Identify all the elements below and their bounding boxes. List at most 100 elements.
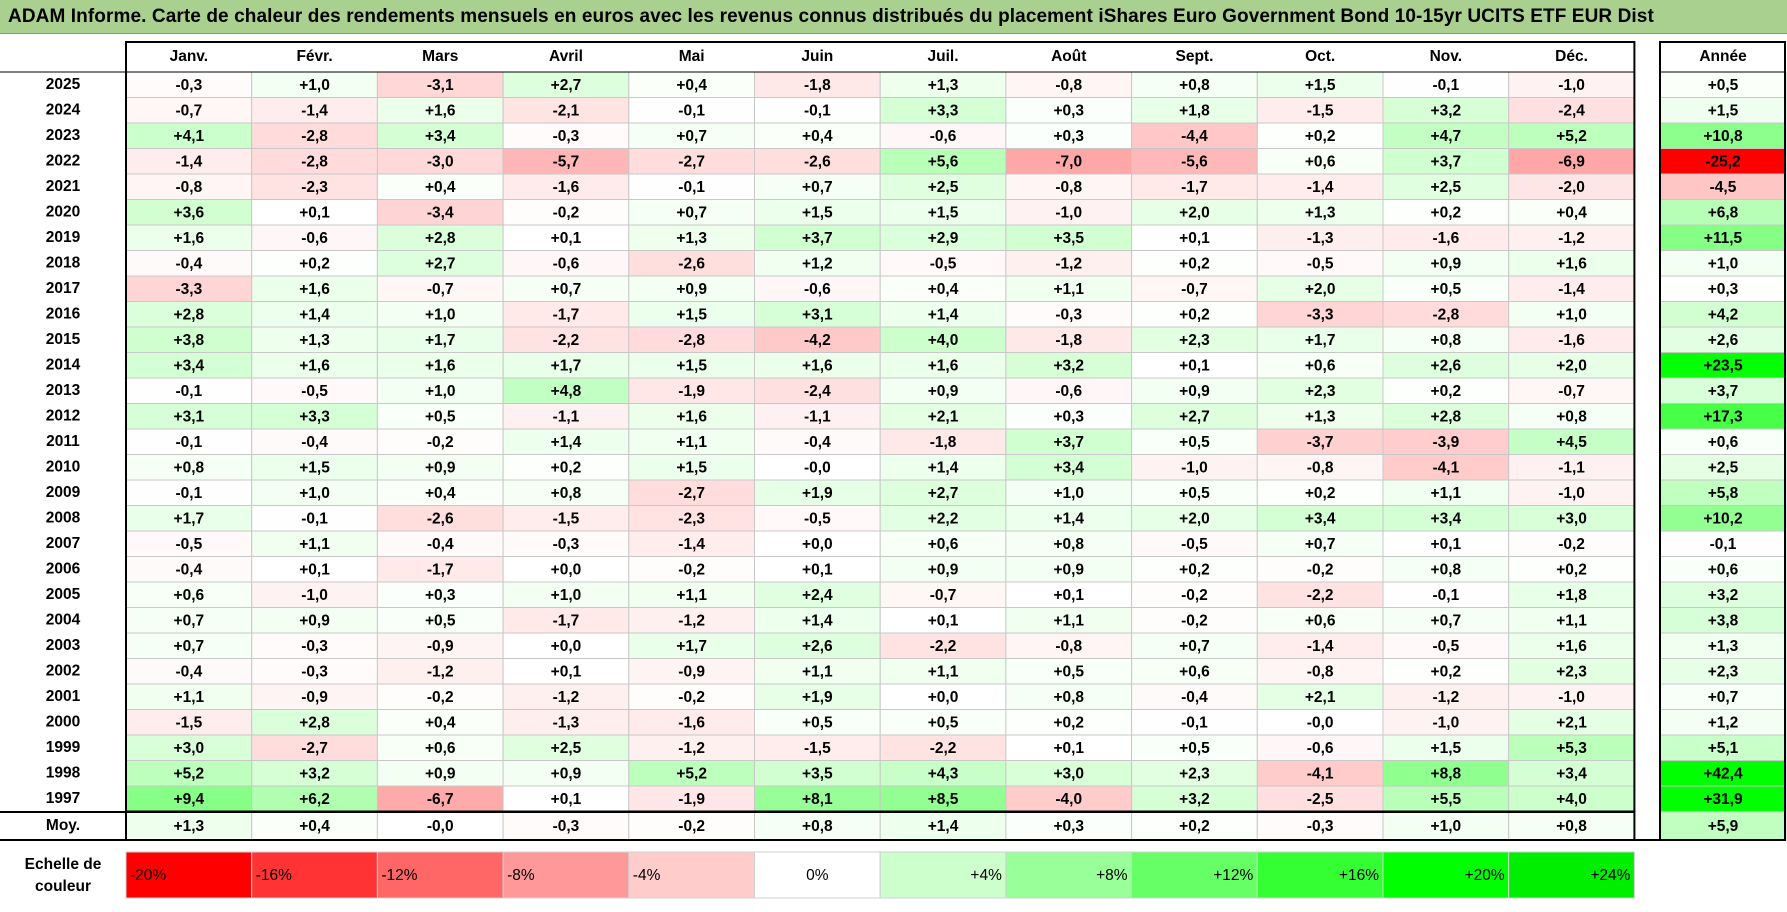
heatmap-cell xyxy=(754,428,881,455)
cell-value: -1,6 xyxy=(553,179,580,196)
heatmap-cell xyxy=(1131,122,1258,149)
average-cell xyxy=(754,811,881,841)
scale-label-value: -8% xyxy=(507,867,535,884)
heatmap-cell xyxy=(1256,479,1384,506)
heatmap-cell xyxy=(376,275,504,302)
cell-value: -1,3 xyxy=(553,714,580,731)
cell-value: +1,9 xyxy=(802,485,833,502)
annual-cell xyxy=(1659,97,1787,124)
heatmap-cell xyxy=(1256,556,1384,583)
heatmap-cell xyxy=(376,352,504,379)
annual-cell xyxy=(1659,505,1787,532)
cell-value: -2,8 xyxy=(1432,306,1459,323)
cell-value: +0,6 xyxy=(928,536,959,553)
heatmap-cell xyxy=(1256,734,1384,761)
cell-value: +9,4 xyxy=(174,791,205,808)
cell-value: +0,7 xyxy=(676,128,707,145)
heatmap-cell xyxy=(1382,428,1510,455)
year-label: 2015 xyxy=(46,331,81,348)
cell-value: +0,3 xyxy=(1053,128,1084,145)
cell-value: +2,3 xyxy=(1179,765,1210,782)
heatmap-cell xyxy=(754,97,881,124)
heatmap-cell xyxy=(1256,352,1384,379)
heatmap-cell xyxy=(1131,71,1258,98)
cell-value: -0,5 xyxy=(1432,638,1459,655)
cell-value: -1,4 xyxy=(301,102,328,119)
cell-value: +3,4 xyxy=(174,357,205,374)
cell-value: -0,1 xyxy=(678,179,705,196)
cell-value: -0,4 xyxy=(175,255,202,272)
heatmap-cell xyxy=(376,760,504,787)
cell-value: +0,1 xyxy=(1179,230,1210,247)
heatmap-cell xyxy=(1382,326,1510,353)
average-value: +0,4 xyxy=(299,818,330,835)
cell-value: +0,7 xyxy=(1179,638,1210,655)
cell-value: +0,5 xyxy=(1431,281,1462,298)
annual-value: +1,3 xyxy=(1708,638,1739,655)
cell-value: -2,5 xyxy=(1307,791,1334,808)
cell-value: +0,8 xyxy=(551,485,582,502)
heatmap-cell xyxy=(251,658,378,685)
cell-value: +1,8 xyxy=(1179,102,1210,119)
cell-value: -0,1 xyxy=(1432,587,1459,604)
heatmap-cell xyxy=(1382,173,1510,200)
cell-value: -2,6 xyxy=(804,153,831,170)
cell-value: -0,1 xyxy=(804,102,831,119)
cell-value: +1,0 xyxy=(425,383,456,400)
cell-value: -0,4 xyxy=(1181,689,1208,706)
cell-value: -0,8 xyxy=(1307,663,1334,680)
heatmap-cell xyxy=(376,607,504,634)
cell-value: -0,4 xyxy=(175,561,202,578)
cell-value: -0,7 xyxy=(1558,383,1585,400)
cell-value: -1,5 xyxy=(175,714,202,731)
month-header: Janv. xyxy=(170,48,209,65)
average-label: Moy. xyxy=(46,817,80,834)
cell-value: +1,1 xyxy=(676,434,707,451)
cell-value: +1,5 xyxy=(1305,77,1336,94)
cell-value: -0,1 xyxy=(175,434,202,451)
heatmap-cell xyxy=(251,224,378,251)
cell-value: +8,8 xyxy=(1431,765,1462,782)
cell-value: +3,0 xyxy=(174,740,205,757)
cell-value: -2,6 xyxy=(678,255,705,272)
heatmap-cell xyxy=(754,352,881,379)
cell-value: -2,2 xyxy=(553,332,580,349)
cell-value: -1,4 xyxy=(1558,281,1585,298)
cell-value: +0,6 xyxy=(1179,663,1210,680)
heatmap-cell xyxy=(125,632,253,659)
cell-value: +1,3 xyxy=(1305,408,1336,425)
cell-value: -2,3 xyxy=(301,179,328,196)
cell-value: +5,6 xyxy=(928,153,959,170)
cell-value: +0,9 xyxy=(425,459,456,476)
heatmap-cell xyxy=(1382,224,1510,251)
heatmap-cell xyxy=(1256,250,1384,277)
heatmap-cell xyxy=(1508,454,1635,481)
heatmap-cell xyxy=(1256,454,1384,481)
average-value: +0,3 xyxy=(1053,818,1084,835)
heatmap-cell xyxy=(1005,683,1133,710)
cell-value: -7,0 xyxy=(1055,153,1082,170)
cell-value: -0,6 xyxy=(553,255,580,272)
cell-value: +1,5 xyxy=(676,357,707,374)
year-label: 1997 xyxy=(46,790,80,807)
chart-title: ADAM Informe. Carte de chaleur des rende… xyxy=(8,6,1654,27)
cell-value: +1,0 xyxy=(299,77,330,94)
heatmap-cell xyxy=(1256,607,1384,634)
cell-value: +0,2 xyxy=(1431,383,1462,400)
cell-value: +1,0 xyxy=(299,485,330,502)
heatmap-cell xyxy=(1005,760,1133,787)
heatmap-cell xyxy=(125,173,253,200)
cell-value: +3,3 xyxy=(928,102,959,119)
heatmap-cell xyxy=(125,760,253,787)
heatmap-cell xyxy=(879,199,1007,226)
heatmap-cell xyxy=(628,658,755,685)
heatmap-cell xyxy=(879,556,1007,583)
heatmap-cell xyxy=(125,352,253,379)
cell-value: -1,6 xyxy=(1432,230,1459,247)
heatmap-cell xyxy=(879,785,1007,812)
cell-value: -0,2 xyxy=(427,689,454,706)
cell-value: +0,2 xyxy=(1305,128,1336,145)
annual-value: +2,6 xyxy=(1708,332,1739,349)
heatmap-cell xyxy=(1382,352,1510,379)
